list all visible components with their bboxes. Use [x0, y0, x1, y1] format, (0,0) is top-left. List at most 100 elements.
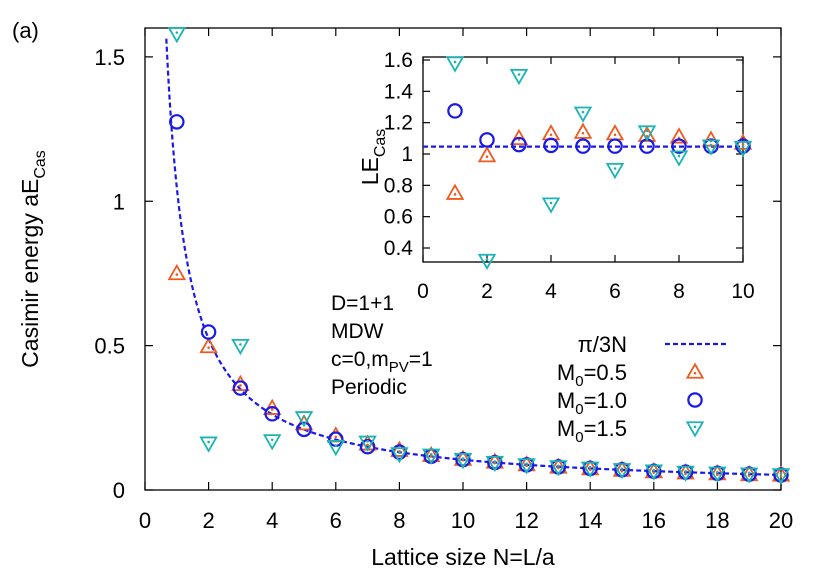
- data-point-s0: [199, 336, 218, 354]
- data-point-s2: [485, 455, 505, 473]
- data-point-s0-dot: [334, 435, 338, 439]
- main-markers: [167, 27, 791, 485]
- annotation-params-sub: PV: [389, 359, 409, 376]
- data-point-s0: [390, 440, 409, 457]
- inset-point-s0-dot: [741, 142, 745, 146]
- annotation-boundary: Periodic: [331, 376, 407, 399]
- data-point-s1: [169, 114, 185, 130]
- inset-point-s2: [573, 106, 593, 123]
- x-tick-label: 10: [451, 508, 475, 533]
- legend-m15-suffix: =1.5: [584, 416, 627, 441]
- data-point-s0-dot: [588, 468, 592, 472]
- data-point-s0-dot: [175, 273, 179, 276]
- x-tick-label: 16: [642, 508, 666, 533]
- data-point-s2-dot: [747, 471, 751, 475]
- inset-chart: 0 2 4 6 8 10 0.4 0.6 0.8 1 1.2 1.4 1.6 LECas: [357, 49, 755, 303]
- data-point-s0-dot: [429, 455, 433, 458]
- inset-x-tick-label: 2: [481, 280, 493, 303]
- inset-point-s1: [735, 138, 751, 154]
- legend-label-m10: M0=1.0: [557, 388, 627, 418]
- x-tick-label: 20: [769, 508, 793, 533]
- x-tick-label: 18: [705, 508, 729, 533]
- data-point-s2-dot: [557, 464, 560, 468]
- legend-m05-name: M: [557, 360, 575, 385]
- inset-point-s2-dot: [453, 60, 457, 64]
- inset-x-tick-label: 4: [545, 280, 557, 303]
- data-point-s0: [453, 449, 473, 466]
- y-axis-label: Casimir energy aECas: [17, 150, 49, 368]
- x-tick-label: 14: [578, 508, 602, 533]
- legend: π/3N M0=0.5 M0=1.0 M0=1.5: [557, 332, 727, 446]
- inset-point-s2: [541, 197, 561, 214]
- legend-marker-s0: [685, 362, 705, 379]
- inset-y-axis-label-main: LE: [357, 157, 383, 185]
- data-point-s2-dot: [525, 462, 528, 466]
- legend-marker-s0-dot: [693, 371, 697, 375]
- data-point-s2-dot: [493, 460, 497, 463]
- inset-point-s1: [543, 137, 559, 154]
- inset-x-tick-label: 6: [609, 280, 621, 303]
- inset-point-s1: [511, 136, 527, 153]
- inset-y-tick-label: 0.8: [384, 174, 413, 197]
- inset-x-tick-label: 0: [417, 280, 429, 303]
- x-tick-label: 2: [202, 508, 214, 533]
- inset-y-tick-label: 0.6: [384, 206, 413, 229]
- data-point-s1: [200, 324, 217, 340]
- data-point-s2-dot: [398, 451, 401, 455]
- data-point-s2: [644, 464, 664, 481]
- data-point-s2: [294, 411, 314, 428]
- inset-y-tick-label: 1: [401, 143, 413, 166]
- data-point-s2: [708, 466, 727, 483]
- legend-marker-s1: [687, 392, 703, 408]
- x-tick-label: 8: [393, 508, 405, 533]
- data-point-s0-dot: [557, 466, 560, 470]
- main-axis-ticks: [144, 28, 782, 491]
- inset-point-s2-dot: [741, 145, 745, 148]
- inset-point-s2-dot: [677, 154, 681, 158]
- data-point-s2: [453, 453, 473, 470]
- inset-x-tick-label: 10: [731, 280, 754, 303]
- inset-point-s1: [575, 138, 591, 154]
- data-point-s0-dot: [716, 473, 719, 476]
- data-point-s2: [199, 436, 218, 453]
- data-point-s2: [326, 440, 346, 457]
- data-point-s2-dot: [779, 472, 783, 476]
- data-point-s1: [264, 406, 280, 422]
- data-point-s2-dot: [207, 440, 210, 444]
- legend-marker-s2: [685, 421, 705, 438]
- x-tick-label: 6: [330, 508, 342, 533]
- inset-tick-labels: 0 2 4 6 8 10 0.4 0.6 0.8 1 1.2 1.4 1.6: [384, 49, 755, 303]
- inset-point-s0-dot: [453, 193, 457, 196]
- inset-y-tick-label: 0.4: [384, 237, 414, 260]
- annotation-params-main: c=0,m: [331, 348, 389, 371]
- legend-label-curve: π/3N: [578, 332, 627, 357]
- data-point-s0-dot: [652, 471, 656, 474]
- data-point-s0-dot: [525, 464, 528, 468]
- data-point-s0-dot: [239, 384, 242, 387]
- inset-point-s2-dot: [485, 258, 489, 261]
- data-point-s2: [231, 338, 250, 356]
- legend-marker-s2-dot: [693, 425, 697, 429]
- data-point-s0: [167, 263, 187, 281]
- data-point-s2: [167, 27, 187, 44]
- x-tick-label: 4: [266, 508, 278, 533]
- inset-point-s2: [733, 141, 753, 158]
- inset-x-tick-label: 8: [673, 280, 685, 303]
- inset-point-s2-dot: [613, 167, 617, 170]
- y-tick-label: 1: [113, 189, 125, 214]
- x-axis-label: Lattice size N=L/a: [371, 544, 555, 570]
- data-point-s2-dot: [239, 343, 242, 346]
- inset-point-s1: [447, 103, 463, 119]
- inset-point-s2-dot: [549, 201, 553, 205]
- annotation-params: c=0,mPV=1: [331, 348, 433, 376]
- y-axis-label-sub: Cas: [32, 150, 49, 178]
- data-point-s2-dot: [302, 415, 306, 418]
- data-point-s2-dot: [620, 467, 624, 470]
- data-point-s2: [549, 460, 568, 477]
- data-point-s2-dot: [652, 468, 656, 472]
- inset-point-s2: [637, 125, 657, 142]
- data-point-s1: [296, 421, 312, 438]
- data-point-s2: [739, 467, 759, 484]
- data-point-s2-dot: [175, 31, 179, 34]
- data-point-s0-dot: [207, 346, 210, 349]
